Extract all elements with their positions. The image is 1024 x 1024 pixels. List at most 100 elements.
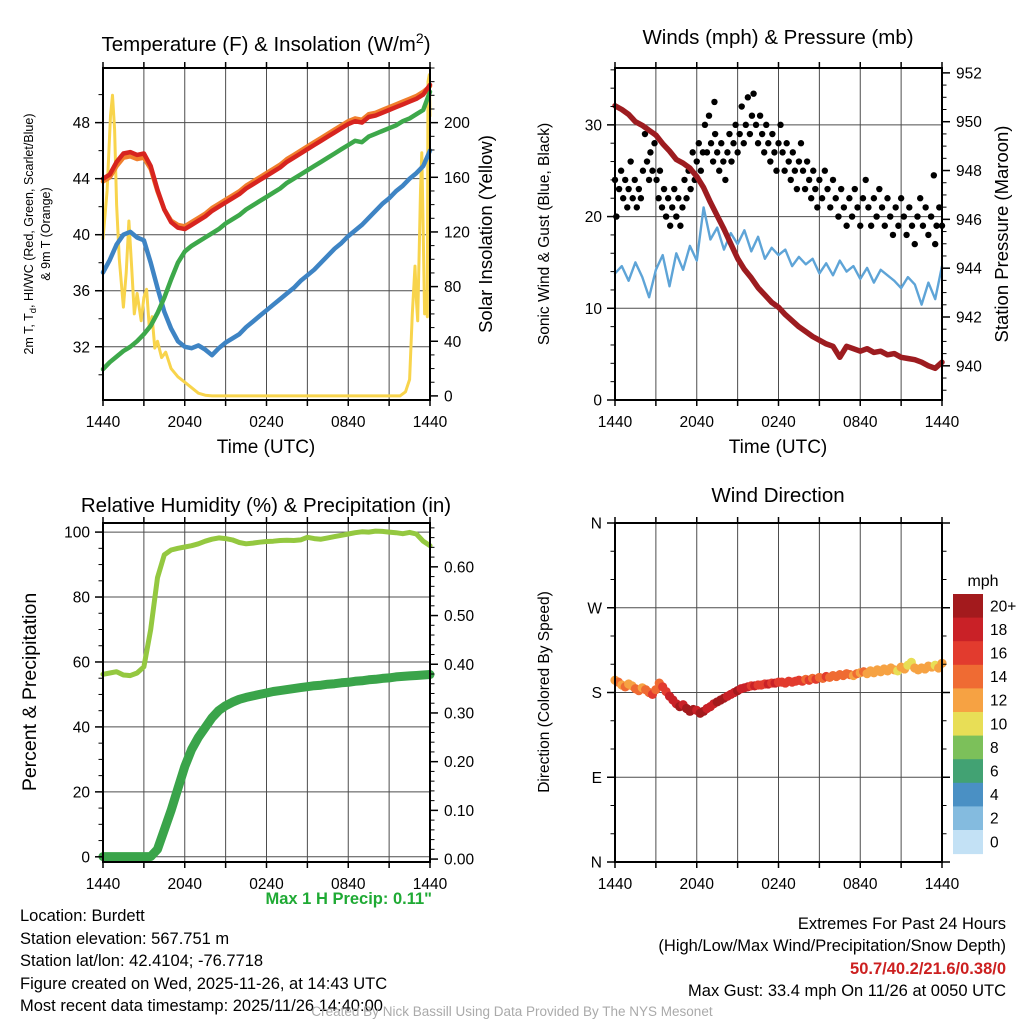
tick-label: 2040: [168, 414, 203, 431]
legend-swatch-4: [953, 782, 983, 807]
tick-label: 20: [73, 784, 91, 801]
tick-label: 1440: [598, 876, 633, 893]
tick-label: N: [591, 516, 602, 533]
tick-label: S: [592, 685, 602, 702]
tick-label: 4: [990, 787, 999, 804]
legend-swatch-6: [953, 759, 983, 784]
tick-label: 0840: [331, 414, 366, 431]
tick-label: 200: [444, 115, 470, 132]
tick-label: 40: [73, 719, 91, 736]
tick-label: E: [592, 770, 602, 787]
tick-label: 0: [593, 393, 602, 410]
legend-swatch-0: [953, 830, 983, 855]
tick-label: 0.60: [444, 559, 475, 576]
legend-swatch-20+: [953, 594, 983, 619]
tick-label: 10: [990, 716, 1008, 733]
tick-label: 0840: [843, 876, 878, 893]
winds-pressure-plot: 1440 2040 0240 0840 1440 0 10 20 30 940 942 944 946 9…: [585, 62, 982, 431]
tick-label: 8: [990, 740, 999, 757]
tick-label: 2040: [680, 414, 715, 431]
relative-humidity-series: [100, 528, 433, 679]
tick-label: 0.20: [444, 754, 475, 771]
tick-label: 100: [64, 525, 90, 542]
legend-swatch-10: [953, 712, 983, 737]
tick-label: 0240: [249, 414, 284, 431]
wind-direction-series: [610, 657, 947, 718]
legend-swatch-8: [953, 735, 983, 760]
tick-label: 80: [444, 279, 462, 296]
extremes-values: 50.7/40.2/21.6/0.38/0: [850, 960, 1006, 978]
pressure-right-axis-label: Station Pressure (Maroon): [991, 126, 1012, 343]
footer-timestamp: Most recent data timestamp: 2025/11/26 1…: [20, 997, 383, 1015]
temp-xaxis-label: Time (UTC): [217, 437, 316, 458]
direction-axis-label: Direction (Colored By Speed): [536, 591, 553, 793]
tick-label: 0: [990, 834, 999, 851]
wind-direction-chart-title: Wind Direction: [711, 484, 844, 507]
tick-label: 80: [73, 590, 91, 607]
tick-label: 0240: [249, 876, 284, 893]
max-gust-label: Max Gust: 33.4 mph On 11/26 at 0050 UTC: [688, 982, 1006, 1000]
tick-label: 44: [73, 171, 91, 188]
humidity-precip-plot: 1440 2040 0240 0840 14400204060801000.000.10…: [64, 517, 475, 893]
tick-label: 32: [73, 339, 90, 356]
precipitation-series: [98, 670, 435, 862]
footer-latlon: Station lat/lon: 42.4104; -76.7718: [20, 952, 264, 970]
footer-elevation: Station elevation: 567.751 m: [20, 930, 230, 948]
tick-label: 0840: [843, 414, 878, 431]
tick-label: 1440: [598, 414, 633, 431]
tick-label: 1440: [413, 876, 448, 893]
tick-label: 0840: [331, 876, 366, 893]
tick-label: 40: [444, 334, 462, 351]
dewpoint-2m-series: [100, 89, 433, 372]
tick-label: 0.50: [444, 608, 475, 625]
humidity-chart-title: Relative Humidity (%) & Precipitation (i…: [81, 494, 451, 517]
tick-label: 20: [585, 209, 603, 226]
legend-swatch-14: [953, 664, 983, 689]
tick-label: 950: [956, 114, 982, 131]
tick-label: 60: [73, 654, 91, 671]
tick-label: 0240: [761, 876, 796, 893]
temp-insolation-plot: 1440 2040 0240 0840 1440 32 36 40 44 48 0 40 80 120 16…: [73, 62, 470, 431]
tick-label: 952: [956, 65, 982, 82]
legend-swatch-2: [953, 806, 983, 831]
tick-label: 944: [956, 261, 982, 278]
wind-left-axis-label: Sonic Wind & Gust (Blue, Black): [536, 123, 553, 345]
tick-label: 6: [990, 764, 999, 781]
tick-label: 0: [81, 849, 90, 866]
tick-label: 0.00: [444, 852, 475, 869]
tick-label: 1440: [925, 414, 960, 431]
tick-label: 940: [956, 358, 982, 375]
tick-label: 14: [990, 669, 1008, 686]
sonic-wind-series: [613, 206, 944, 306]
tick-label: 18: [990, 622, 1007, 639]
speed-colorbar: 20+ 18 16 14 12 10 8 6 4 2 0: [953, 594, 1016, 855]
tick-label: 0.10: [444, 803, 475, 820]
solar-right-axis-label: Solar Insolation (Yellow): [475, 135, 496, 333]
wind-gust-series: [611, 90, 946, 248]
solar-insolation-series: [101, 73, 432, 398]
tick-label: 2: [990, 811, 999, 828]
legend-swatch-18: [953, 617, 983, 642]
temp-left-axis-label-line2: & 9m T (Orange): [39, 187, 53, 280]
legend-swatch-12: [953, 688, 983, 713]
tick-label: 12: [990, 693, 1007, 710]
footer-location: Location: Burdett: [20, 907, 145, 925]
tick-label: 40: [73, 227, 91, 244]
tick-label: 946: [956, 212, 982, 229]
temp-2m-series: [100, 82, 433, 232]
tick-label: 36: [73, 283, 90, 300]
wind-chill-series: [100, 148, 433, 358]
tick-label: 0.40: [444, 657, 475, 674]
tick-label: 0: [444, 388, 453, 405]
tick-label: 0.30: [444, 705, 475, 722]
tick-label: 160: [444, 170, 470, 187]
tick-label: W: [587, 600, 602, 617]
station-pressure-series: [612, 103, 945, 372]
tick-label: 1440: [86, 876, 121, 893]
tick-label: 0240: [761, 414, 796, 431]
tick-label: 942: [956, 310, 982, 327]
tick-label: N: [591, 855, 602, 872]
temp-chart-title: Temperature (F) & Insolation (W/m2): [101, 30, 430, 56]
